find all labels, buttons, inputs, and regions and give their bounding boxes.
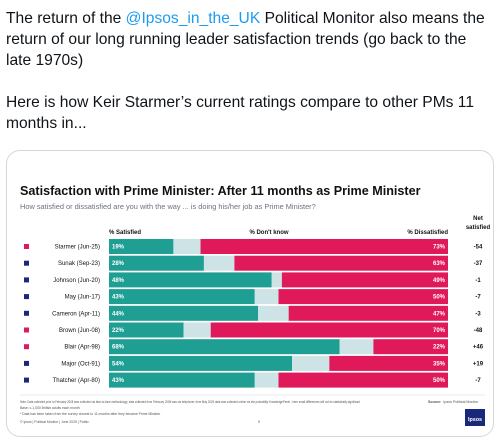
ipsos-logo-text: Ipsos	[468, 417, 482, 423]
net-satisfied-value: -54	[474, 245, 483, 251]
satisfied-value-label: 43%	[112, 295, 125, 301]
tweet-text: The return of the @Ipsos_in_the_UK Polit…	[6, 8, 494, 134]
footer-note-3: * Data has been taken from the survey cl…	[20, 412, 161, 416]
tweet-media-chart[interactable]: Satisfaction with Prime Minister: After …	[6, 150, 494, 437]
bar-dont-know	[203, 255, 235, 271]
party-marker	[24, 360, 29, 366]
footer-source: Source: Ipsos Political Monitor	[428, 400, 479, 404]
category-label: Starmer (Jun-25)	[55, 245, 100, 251]
bar-dissatisfied	[288, 305, 448, 321]
bar-dissatisfied	[373, 339, 448, 355]
header-dont-know: % Don't know	[249, 230, 288, 236]
footer-page-number: 9	[258, 420, 260, 424]
bar-satisfied	[109, 305, 259, 321]
bar-dont-know	[339, 339, 374, 355]
bar-dissatisfied	[278, 372, 448, 388]
footer-copyright: © Ipsos | Political Monitor | June 2025 …	[20, 420, 89, 424]
dissatisfied-value-label: 47%	[433, 311, 446, 317]
dissatisfied-value-label: 50%	[433, 295, 446, 301]
satisfied-value-label: 43%	[112, 378, 125, 384]
header-net-line2: satisfied	[466, 225, 491, 231]
chart-subtitle: How satisfied or dissatisfied are you wi…	[20, 202, 316, 211]
net-satisfied-value: -7	[475, 378, 481, 384]
satisfied-value-label: 54%	[112, 361, 125, 367]
party-marker	[24, 260, 29, 266]
bar-dissatisfied	[278, 289, 448, 305]
bar-dont-know	[292, 355, 330, 371]
tweet-paragraph-1: The return of the @Ipsos_in_the_UK Polit…	[6, 8, 494, 71]
net-satisfied-value: +46	[473, 345, 484, 351]
footer-source-label: Source:	[428, 400, 441, 404]
bar-dont-know	[173, 239, 201, 254]
mention-link[interactable]: @Ipsos_in_the_UK	[125, 10, 261, 27]
header-net-line1: Net	[473, 216, 483, 222]
bar-satisfied	[109, 272, 272, 288]
category-label: Major (Oct-91)	[61, 361, 100, 367]
satisfied-value-label: 44%	[112, 311, 125, 317]
party-marker	[24, 244, 29, 249]
bar-dissatisfied	[234, 255, 448, 271]
ipsos-logo	[465, 409, 485, 426]
header-dissatisfied: % Dissatisfied	[407, 230, 448, 236]
satisfied-value-label: 19%	[112, 245, 125, 251]
party-marker	[24, 277, 29, 283]
header-satisfied: % Satisfied	[109, 230, 141, 236]
net-satisfied-value: -1	[475, 278, 481, 284]
bar-satisfied	[109, 255, 204, 271]
chart-title: Satisfaction with Prime Minister: After …	[20, 184, 421, 198]
category-label: Blair (Apr-98)	[64, 345, 100, 351]
bar-dissatisfied	[281, 272, 448, 288]
bar-satisfied	[109, 289, 255, 305]
party-marker	[24, 294, 29, 300]
bar-dont-know	[254, 372, 279, 388]
dissatisfied-value-label: 49%	[433, 278, 446, 284]
net-satisfied-value: -3	[475, 311, 481, 317]
satisfied-value-label: 22%	[112, 328, 125, 334]
tweet-text-before: The return of the	[6, 10, 126, 27]
dissatisfied-value-label: 50%	[433, 378, 446, 384]
dissatisfied-value-label: 73%	[433, 245, 446, 251]
bar-dissatisfied	[200, 239, 448, 254]
category-label: Brown (Jun-08)	[59, 328, 100, 334]
satisfied-value-label: 48%	[112, 278, 125, 284]
bar-satisfied	[109, 339, 340, 355]
footer-source-value: Ipsos Political Monitor	[443, 400, 479, 404]
bar-dissatisfied	[329, 355, 448, 371]
footer-note-2: Base: c.1,000 British adults each month	[20, 406, 80, 410]
tweet-text-after: Political Monitor also means the return …	[6, 10, 485, 69]
bar-dont-know	[258, 305, 289, 321]
party-marker	[24, 377, 29, 383]
dissatisfied-value-label: 35%	[433, 361, 446, 367]
tweet-paragraph-2: Here is how Keir Starmer’s current ratin…	[6, 94, 474, 132]
chart-rows: Starmer (Jun-25) 19% 73% -54 Sunak (Sep-23) 2…	[24, 239, 484, 388]
party-marker	[24, 310, 29, 316]
bar-satisfied	[109, 372, 255, 388]
dissatisfied-value-label: 63%	[433, 261, 446, 267]
category-label: Thatcher (Apr-80)	[53, 378, 100, 384]
category-label: May (Jun-17)	[65, 295, 100, 301]
party-marker	[24, 327, 29, 333]
net-satisfied-value: -7	[475, 295, 481, 301]
bar-satisfied	[109, 355, 293, 371]
satisfied-value-label: 28%	[112, 261, 125, 267]
bar-satisfied	[109, 322, 184, 338]
category-label: Cameron (Apr-11)	[52, 311, 100, 317]
category-label: Johnson (Jun-20)	[53, 278, 100, 284]
bar-dissatisfied	[210, 322, 448, 338]
net-satisfied-value: -48	[474, 328, 483, 334]
party-marker	[24, 344, 29, 350]
chart: Satisfaction with Prime Minister: After …	[20, 184, 491, 426]
satisfied-value-label: 68%	[112, 345, 125, 351]
bar-satisfied	[109, 239, 174, 254]
category-label: Sunak (Sep-23)	[58, 261, 100, 267]
bar-dont-know	[254, 289, 279, 305]
dissatisfied-value-label: 22%	[433, 345, 446, 351]
dissatisfied-value-label: 70%	[433, 328, 446, 334]
net-satisfied-value: +19	[473, 361, 484, 367]
net-satisfied-value: -37	[474, 261, 483, 267]
bar-dont-know	[183, 322, 211, 338]
bar-dont-know	[271, 272, 282, 288]
footer-note-1: Note: Data collected prior to February 2…	[20, 400, 360, 404]
